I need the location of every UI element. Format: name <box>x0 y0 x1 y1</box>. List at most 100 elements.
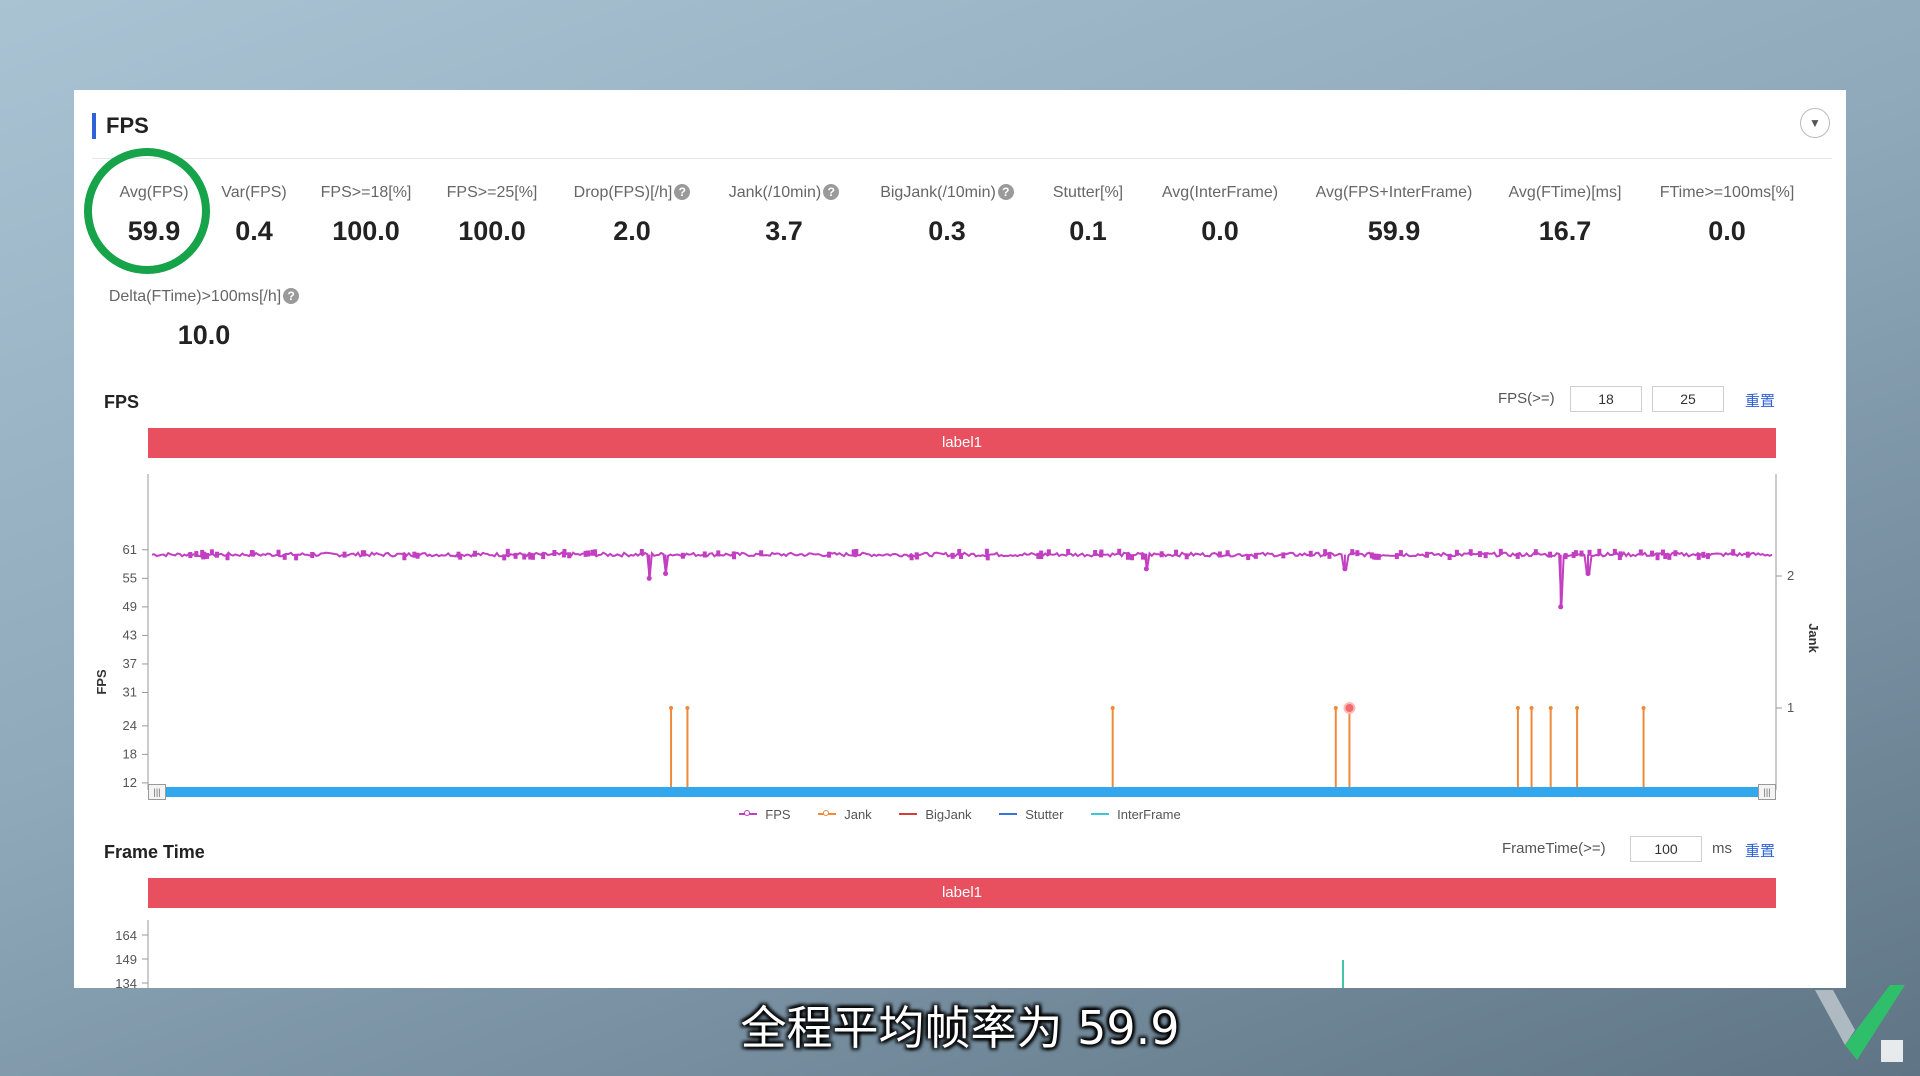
legend-bigjank-icon <box>899 813 918 815</box>
frametime-threshold-input[interactable] <box>1630 836 1702 862</box>
frametime-threshold-label: FrameTime(>=) <box>1502 840 1606 857</box>
fps-point <box>583 550 588 557</box>
fps-point <box>1130 554 1135 561</box>
metric-delta-ftime: Delta(FTime)>100ms[/h]? 10.0 <box>104 288 304 351</box>
metric-label: FTime>=100ms[%] <box>1659 184 1795 201</box>
metric-value: 10.0 <box>177 320 231 350</box>
frametime-chart: 164 149 134 <box>115 920 1344 988</box>
metric-value: 16.7 <box>1538 216 1592 246</box>
video-subtitle: 全程平均帧率为 59.9 <box>740 1001 1180 1055</box>
fps-point <box>1217 551 1222 558</box>
fps-point <box>984 548 989 555</box>
fps-point <box>561 551 566 558</box>
fps-point <box>567 552 572 559</box>
metric-label: Jank(/10min)? <box>704 184 864 202</box>
y-tick-label: 43 <box>123 627 137 642</box>
fps-point <box>702 551 707 558</box>
fps-point <box>1117 548 1122 555</box>
time-range-slider[interactable]: ||| ||| <box>148 784 1776 800</box>
fps-point <box>209 549 214 556</box>
fps-point <box>1372 553 1377 560</box>
fps-point <box>586 550 591 557</box>
fps-point <box>1140 553 1145 560</box>
fps-point <box>194 551 199 558</box>
legend-jank-label: Jank <box>844 806 872 822</box>
fps-point <box>1563 553 1568 560</box>
metric-stutter: Stutter[%] 0.1 <box>1008 184 1168 247</box>
slider-handle-left[interactable]: ||| <box>148 784 166 800</box>
metric-label: FPS>=25[%] <box>446 184 538 201</box>
help-icon[interactable]: ? <box>997 184 1014 200</box>
fps-point <box>1225 550 1230 557</box>
metric-value: 100.0 <box>332 216 400 246</box>
fps-point <box>1323 549 1328 556</box>
fps-point <box>1597 548 1602 555</box>
legend-stutter[interactable]: Stutter <box>999 807 1063 822</box>
frametime-label-bar: label1 <box>148 878 1776 908</box>
fps-point <box>958 553 963 560</box>
fps-point <box>1281 552 1286 559</box>
fps-point <box>1638 549 1643 556</box>
metric-drop-fps: Drop(FPS)[/h]? 2.0 <box>552 184 712 247</box>
fps-point <box>1660 549 1665 556</box>
fps-point <box>1174 549 1179 556</box>
fps-point <box>1424 551 1429 558</box>
metric-jank: Jank(/10min)? 3.7 <box>704 184 864 247</box>
slider-track[interactable] <box>156 787 1768 797</box>
fps-point <box>1376 553 1381 560</box>
slider-handle-right[interactable]: ||| <box>1758 784 1776 800</box>
channel-logo <box>1815 985 1905 1062</box>
fps-point <box>1184 553 1189 560</box>
fps-point <box>716 550 721 557</box>
fps-point <box>1398 550 1403 557</box>
fps-point <box>950 552 955 559</box>
legend-stutter-icon <box>999 813 1018 815</box>
fps-point <box>639 548 644 555</box>
frametime-reset-link[interactable]: 重置 <box>1745 843 1776 860</box>
fps-point <box>759 550 764 557</box>
metric-label: Avg(FPS) <box>119 184 189 201</box>
fps-point <box>1571 551 1576 558</box>
metric-value: 0.0 <box>1201 216 1239 246</box>
fps-point <box>1618 551 1623 558</box>
metric-label: Avg(FTime)[ms] <box>1508 184 1622 201</box>
metric-label: Delta(FTime)>100ms[/h]? <box>104 288 304 306</box>
metric-label: Drop(FPS)[/h]? <box>552 184 712 202</box>
fps-point <box>1468 549 1473 556</box>
legend-bigjank-label: BigJank <box>925 806 972 822</box>
legend-jank[interactable]: Jank <box>818 806 872 822</box>
help-icon[interactable]: ? <box>283 288 300 304</box>
y-tick-label: 18 <box>123 746 137 761</box>
fps-reset-link[interactable]: 重置 <box>1745 393 1776 410</box>
fps-point <box>1066 548 1071 555</box>
legend-fps[interactable]: FPS <box>739 807 791 822</box>
metric-var-fps: Var(FPS) 0.4 <box>174 184 334 247</box>
jank-point <box>1515 706 1520 710</box>
chart-legend: FPS Jank BigJank Stutter InterFrame <box>74 803 1846 822</box>
metric-label-text: Drop(FPS)[/h] <box>573 184 673 201</box>
jank-point <box>1548 706 1553 710</box>
metric-fps-ge-25: FPS>=25[%] 100.0 <box>412 184 572 247</box>
fps-point <box>909 554 914 561</box>
fps-point <box>342 551 347 558</box>
fps-point <box>1308 550 1313 557</box>
fps-point <box>1046 549 1051 556</box>
fps-point <box>1663 552 1668 559</box>
chevron-down-icon[interactable]: ▼ <box>1800 108 1830 138</box>
help-icon[interactable]: ? <box>823 184 840 200</box>
fps-point <box>827 551 832 558</box>
metric-ftime-ge-100: FTime>=100ms[%] 0.0 <box>1647 184 1807 247</box>
fps-series-line <box>151 550 1773 607</box>
fps-point <box>1579 550 1584 557</box>
legend-bigjank[interactable]: BigJank <box>899 806 972 822</box>
fps-point <box>528 553 533 560</box>
fps-point <box>276 549 281 556</box>
jank-point <box>1575 706 1580 710</box>
fps-point <box>1667 553 1672 560</box>
fps-point <box>1587 549 1592 556</box>
fps-threshold-25-input[interactable] <box>1652 386 1724 412</box>
fps-threshold-18-input[interactable] <box>1570 386 1642 412</box>
legend-interframe[interactable]: InterFrame <box>1091 807 1181 822</box>
fps-point <box>282 553 287 560</box>
help-icon[interactable]: ? <box>674 184 691 200</box>
